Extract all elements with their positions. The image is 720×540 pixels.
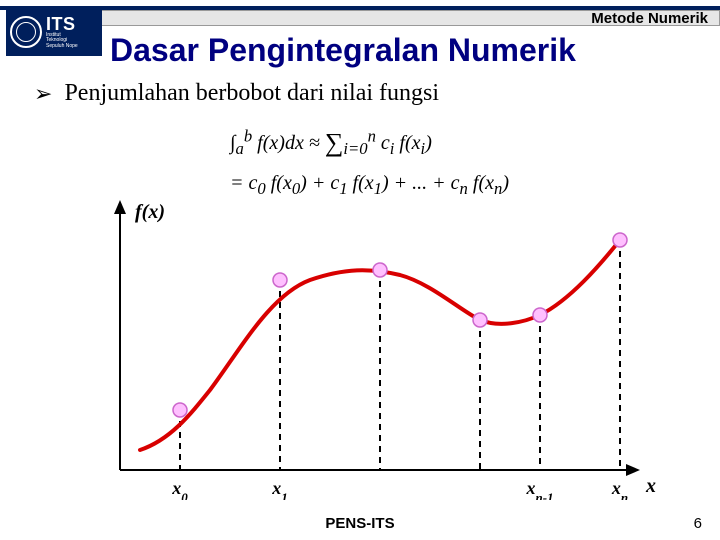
formula-line-2: = c0 f(x0) + c1 f(x1) + ... + cn f(xn) (230, 165, 509, 204)
formula-line-1: ∫ab f(x)dx ≈ ∑i=0n ci f(xi) (230, 118, 509, 165)
formula-block: ∫ab f(x)dx ≈ ∑i=0n ci f(xi) = c0 f(x0) +… (230, 118, 509, 204)
logo-main-text: ITS (46, 15, 78, 33)
logo-sub3: Sepuluh Nope (46, 44, 78, 50)
bullet-arrow-icon: ➢ (34, 81, 52, 107)
course-label: Metode Numerik (591, 10, 708, 27)
page-title: Dasar Pengintegralan Numerik (110, 32, 576, 69)
footer-label: PENS-ITS (0, 515, 720, 532)
svg-text:xn-1: xn-1 (525, 478, 553, 500)
integration-chart: f(x) x x0 x1 xn-1 xn (80, 200, 660, 500)
svg-text:f(x): f(x) (135, 201, 165, 223)
its-seal-icon (10, 16, 42, 48)
page-number: 6 (694, 515, 702, 532)
its-logo-text: ITS Institut Teknologi Sepuluh Nope (46, 15, 78, 50)
svg-text:x: x (645, 475, 656, 497)
bullet-item: ➢ Penjumlahan berbobot dari nilai fungsi (34, 80, 439, 107)
svg-text:x1: x1 (271, 478, 288, 500)
svg-text:x0: x0 (171, 478, 188, 500)
its-logo: ITS Institut Teknologi Sepuluh Nope (6, 8, 102, 56)
bullet-text: Penjumlahan berbobot dari nilai fungsi (64, 80, 439, 107)
svg-text:xn: xn (611, 478, 628, 500)
